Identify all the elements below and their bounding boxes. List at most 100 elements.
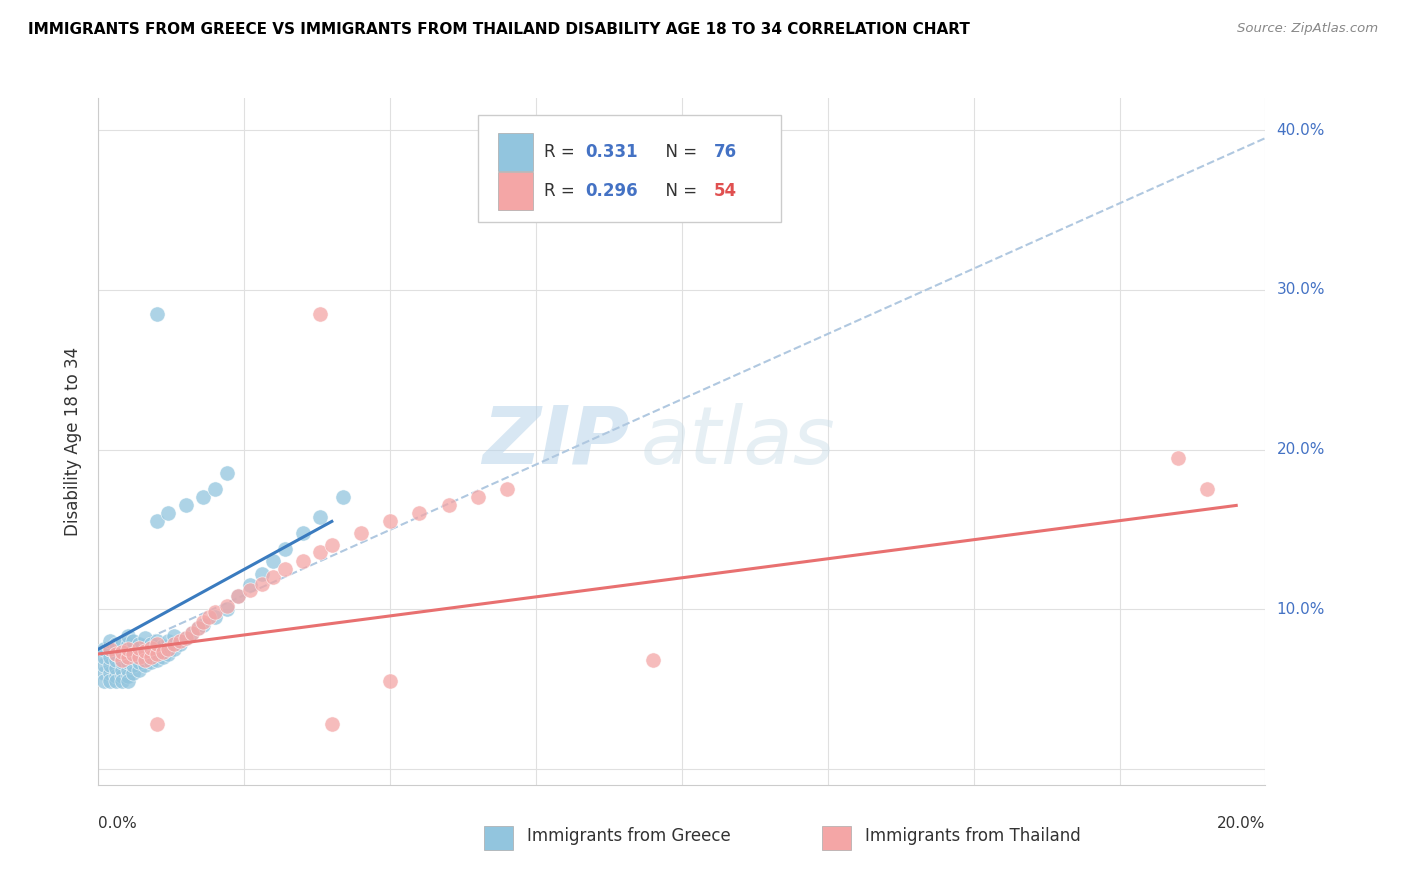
- Point: [163, 637, 186, 651]
- Point: [187, 622, 209, 636]
- Point: [104, 647, 127, 661]
- Point: [228, 590, 250, 604]
- Point: [98, 674, 121, 689]
- Point: [215, 599, 238, 613]
- Point: [380, 515, 402, 529]
- Point: [93, 674, 115, 689]
- Point: [309, 545, 332, 559]
- Point: [204, 483, 226, 497]
- Text: ZIP: ZIP: [482, 402, 630, 481]
- Point: [215, 467, 238, 481]
- Point: [496, 483, 519, 497]
- Point: [104, 661, 127, 675]
- FancyBboxPatch shape: [484, 826, 513, 850]
- Point: [134, 644, 156, 658]
- Text: 40.0%: 40.0%: [1277, 122, 1324, 137]
- Point: [122, 642, 145, 657]
- Text: 10.0%: 10.0%: [1277, 602, 1324, 616]
- Point: [111, 655, 134, 669]
- Point: [134, 631, 156, 645]
- Point: [139, 637, 162, 651]
- Point: [174, 499, 197, 513]
- Point: [98, 634, 121, 648]
- Point: [274, 562, 297, 576]
- Text: R =: R =: [544, 143, 581, 161]
- Point: [93, 666, 115, 681]
- Point: [122, 634, 145, 648]
- Text: 20.0%: 20.0%: [1277, 442, 1324, 457]
- Point: [104, 653, 127, 667]
- Text: IMMIGRANTS FROM GREECE VS IMMIGRANTS FROM THAILAND DISABILITY AGE 18 TO 34 CORRE: IMMIGRANTS FROM GREECE VS IMMIGRANTS FRO…: [28, 22, 970, 37]
- Point: [134, 658, 156, 673]
- Y-axis label: Disability Age 18 to 34: Disability Age 18 to 34: [65, 347, 83, 536]
- Text: N =: N =: [655, 182, 703, 200]
- Point: [146, 645, 169, 659]
- Point: [111, 637, 134, 651]
- Point: [111, 645, 134, 659]
- Point: [104, 637, 127, 651]
- Point: [111, 653, 134, 667]
- Point: [146, 515, 169, 529]
- Point: [117, 629, 139, 643]
- Point: [93, 642, 115, 657]
- Point: [152, 650, 174, 665]
- Point: [128, 647, 150, 661]
- Point: [134, 650, 156, 665]
- Point: [408, 507, 430, 521]
- Point: [122, 666, 145, 681]
- Point: [134, 642, 156, 657]
- Point: [117, 655, 139, 669]
- Point: [139, 655, 162, 669]
- Point: [228, 590, 250, 604]
- Point: [250, 567, 273, 582]
- Point: [98, 650, 121, 665]
- Point: [204, 606, 226, 620]
- FancyBboxPatch shape: [478, 115, 782, 222]
- Point: [98, 642, 121, 657]
- Point: [139, 640, 162, 655]
- Point: [174, 631, 197, 645]
- Text: Immigrants from Greece: Immigrants from Greece: [527, 828, 731, 846]
- Point: [152, 639, 174, 653]
- Point: [93, 658, 115, 673]
- Point: [157, 642, 180, 657]
- Point: [117, 637, 139, 651]
- Point: [198, 610, 221, 624]
- Point: [122, 658, 145, 673]
- Point: [215, 602, 238, 616]
- Point: [169, 634, 191, 648]
- Point: [291, 525, 314, 540]
- Point: [128, 655, 150, 669]
- Text: 54: 54: [713, 182, 737, 200]
- Point: [1167, 450, 1189, 465]
- Point: [98, 666, 121, 681]
- Point: [291, 554, 314, 568]
- Point: [321, 717, 343, 731]
- Point: [117, 647, 139, 661]
- Point: [467, 491, 489, 505]
- Point: [437, 499, 460, 513]
- Point: [174, 631, 197, 645]
- Point: [128, 640, 150, 655]
- Point: [146, 634, 169, 648]
- Point: [152, 645, 174, 659]
- Point: [274, 541, 297, 556]
- Point: [193, 491, 215, 505]
- Text: 0.0%: 0.0%: [98, 815, 138, 830]
- FancyBboxPatch shape: [498, 172, 533, 210]
- Point: [139, 647, 162, 661]
- Point: [111, 647, 134, 661]
- Text: atlas: atlas: [641, 402, 835, 481]
- Point: [239, 583, 262, 598]
- Text: Source: ZipAtlas.com: Source: ZipAtlas.com: [1237, 22, 1378, 36]
- Point: [146, 637, 169, 651]
- Point: [262, 554, 284, 568]
- Point: [93, 650, 115, 665]
- Point: [187, 622, 209, 636]
- Point: [139, 650, 162, 665]
- Point: [180, 626, 202, 640]
- Point: [193, 615, 215, 629]
- Text: Immigrants from Thailand: Immigrants from Thailand: [865, 828, 1081, 846]
- Text: R =: R =: [544, 182, 581, 200]
- Point: [98, 658, 121, 673]
